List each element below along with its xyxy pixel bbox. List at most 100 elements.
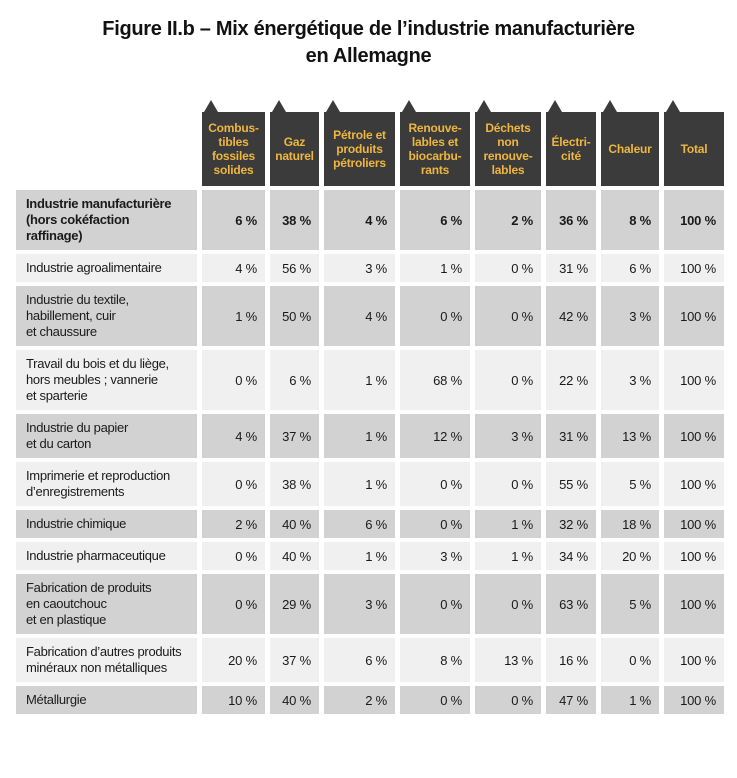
value-cell: 3 % [324,574,395,634]
value-cell: 1 % [324,414,395,458]
value-cell: 37 % [270,414,319,458]
value-cell: 40 % [270,510,319,538]
value-cell: 6 % [400,190,470,250]
value-cell: 5 % [601,462,659,506]
table-row: Industrie du textile, habillement, cuir … [16,286,724,346]
row-label: Travail du bois et du liège, hors meuble… [16,350,197,410]
column-header-label: Renouve- lables et biocarbu- rants [400,112,470,186]
value-cell: 40 % [270,686,319,714]
row-label: Métallurgie [16,686,197,714]
value-cell: 1 % [400,254,470,282]
row-label: Industrie agroalimentaire [16,254,197,282]
value-cell: 0 % [400,286,470,346]
value-cell: 0 % [475,350,541,410]
value-cell: 31 % [546,414,596,458]
corner-spacer [16,100,197,186]
table-row: Imprimerie et reproduction d’enregistrem… [16,462,724,506]
value-cell: 38 % [270,190,319,250]
value-cell: 3 % [475,414,541,458]
value-cell: 0 % [400,686,470,714]
value-cell: 47 % [546,686,596,714]
value-cell: 0 % [475,254,541,282]
arrow-up-icon [204,100,218,112]
value-cell: 0 % [400,462,470,506]
value-cell: 6 % [202,190,265,250]
column-header: Électri- cité [546,100,596,186]
value-cell: 100 % [664,350,724,410]
column-header-label: Total [664,112,724,186]
value-cell: 1 % [324,350,395,410]
column-header: Pétrole et produits pétroliers [324,100,395,186]
arrow-up-icon [402,100,416,112]
value-cell: 34 % [546,542,596,570]
value-cell: 4 % [324,190,395,250]
value-cell: 6 % [324,510,395,538]
value-cell: 1 % [475,510,541,538]
value-cell: 36 % [546,190,596,250]
value-cell: 100 % [664,686,724,714]
arrow-up-icon [477,100,491,112]
value-cell: 22 % [546,350,596,410]
value-cell: 40 % [270,542,319,570]
arrow-up-icon [603,100,617,112]
column-header-label: Chaleur [601,112,659,186]
value-cell: 12 % [400,414,470,458]
row-label: Industrie chimique [16,510,197,538]
column-header-label: Pétrole et produits pétroliers [324,112,395,186]
value-cell: 100 % [664,254,724,282]
value-cell: 0 % [601,638,659,682]
column-header-label: Gaz naturel [270,112,319,186]
value-cell: 4 % [324,286,395,346]
value-cell: 29 % [270,574,319,634]
value-cell: 100 % [664,286,724,346]
arrow-up-icon [548,100,562,112]
value-cell: 20 % [202,638,265,682]
value-cell: 100 % [664,414,724,458]
value-cell: 1 % [202,286,265,346]
row-label: Industrie du papier et du carton [16,414,197,458]
value-cell: 18 % [601,510,659,538]
value-cell: 38 % [270,462,319,506]
value-cell: 10 % [202,686,265,714]
value-cell: 0 % [475,574,541,634]
value-cell: 2 % [475,190,541,250]
value-cell: 6 % [270,350,319,410]
table-row: Industrie chimique 2 % 40 % 6 % 0 % 1 % 32 % 18… [16,510,724,538]
value-cell: 0 % [400,510,470,538]
value-cell: 0 % [475,286,541,346]
value-cell: 32 % [546,510,596,538]
arrow-up-icon [272,100,286,112]
value-cell: 8 % [400,638,470,682]
value-cell: 68 % [400,350,470,410]
column-header-label: Combus- tibles fossiles solides [202,112,265,186]
value-cell: 4 % [202,254,265,282]
value-cell: 2 % [202,510,265,538]
value-cell: 63 % [546,574,596,634]
row-label: Fabrication de produits en caoutchouc et… [16,574,197,634]
value-cell: 0 % [202,350,265,410]
page-title: Figure II.b – Mix énergétique de l’indus… [102,18,635,67]
value-cell: 42 % [546,286,596,346]
value-cell: 3 % [601,286,659,346]
value-cell: 8 % [601,190,659,250]
value-cell: 37 % [270,638,319,682]
column-header: Renouve- lables et biocarbu- rants [400,100,470,186]
row-label: Imprimerie et reproduction d’enregistrem… [16,462,197,506]
value-cell: 100 % [664,542,724,570]
value-cell: 100 % [664,638,724,682]
row-label: Industrie pharmaceutique [16,542,197,570]
column-header: Gaz naturel [270,100,319,186]
value-cell: 0 % [202,462,265,506]
table-row: Fabrication de produits en caoutchouc et… [16,574,724,634]
value-cell: 1 % [324,542,395,570]
value-cell: 50 % [270,286,319,346]
value-cell: 31 % [546,254,596,282]
value-cell: 0 % [475,686,541,714]
value-cell: 6 % [324,638,395,682]
column-header: Combus- tibles fossiles solides [202,100,265,186]
column-header: Total [664,100,724,186]
value-cell: 20 % [601,542,659,570]
value-cell: 3 % [601,350,659,410]
value-cell: 3 % [324,254,395,282]
value-cell: 1 % [601,686,659,714]
